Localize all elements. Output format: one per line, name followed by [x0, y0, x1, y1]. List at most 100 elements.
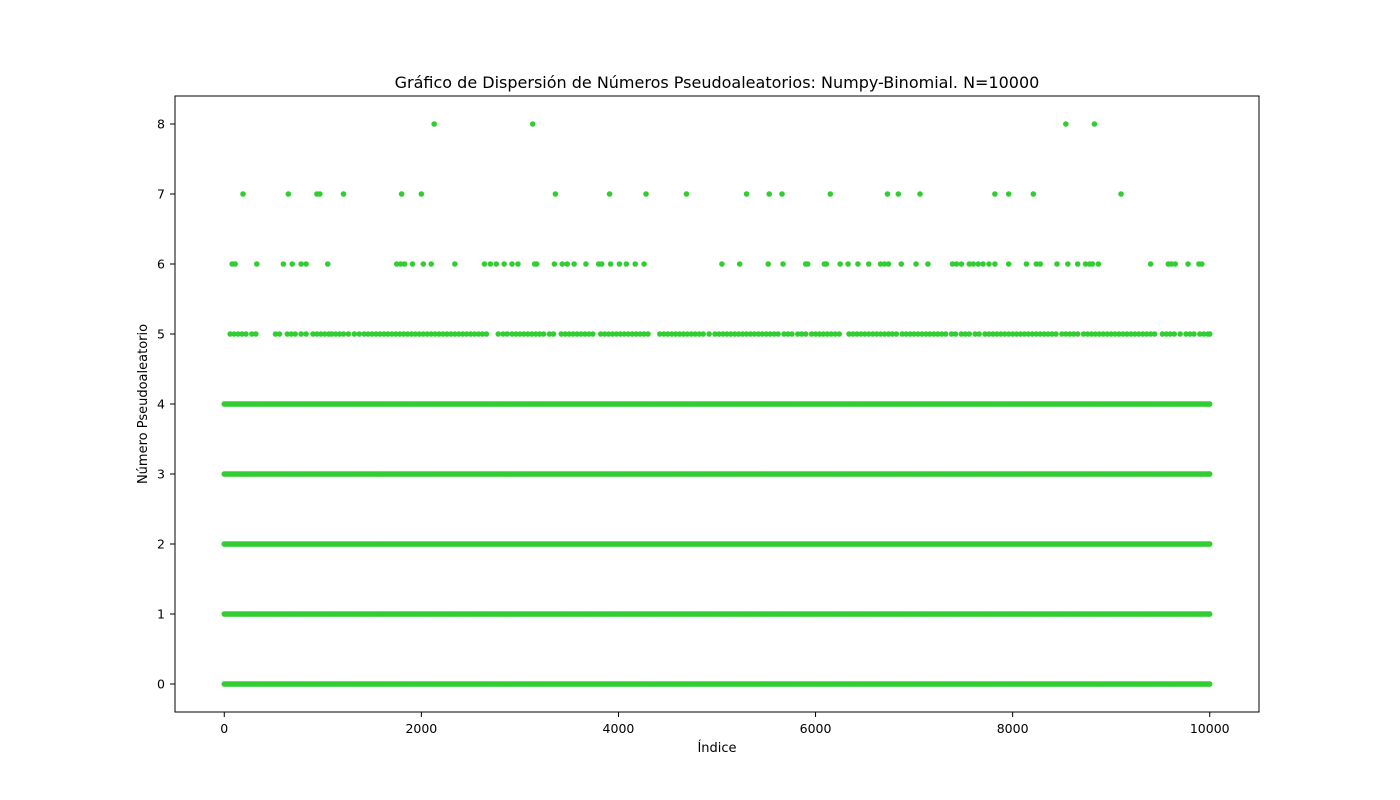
data-point	[1063, 331, 1069, 337]
data-point	[574, 331, 580, 337]
data-point	[625, 331, 632, 337]
data-point	[1128, 331, 1134, 337]
y-tick-label: 5	[157, 327, 165, 342]
data-point	[321, 331, 328, 337]
data-point	[763, 331, 770, 337]
data-point	[919, 331, 925, 337]
data-point	[284, 331, 291, 337]
data-point	[716, 331, 722, 337]
data-point	[1095, 261, 1102, 267]
data-point	[1088, 331, 1095, 337]
data-point	[418, 191, 425, 197]
data-point	[385, 331, 391, 337]
data-point	[1159, 331, 1166, 337]
data-point	[925, 261, 931, 267]
y-tick-label: 8	[157, 117, 165, 132]
data-point	[1206, 611, 1213, 617]
data-point	[232, 261, 238, 267]
data-point	[1197, 331, 1203, 337]
x-tick-label: 6000	[800, 721, 832, 736]
data-point	[824, 331, 831, 337]
data-point	[1096, 331, 1103, 337]
data-point	[780, 261, 786, 267]
data-points	[221, 121, 1213, 687]
data-point	[998, 331, 1004, 337]
data-point	[1037, 331, 1044, 337]
data-point	[601, 331, 608, 337]
data-point	[605, 331, 612, 337]
data-point	[377, 331, 383, 337]
data-point	[1089, 261, 1096, 267]
data-point	[1201, 331, 1207, 337]
data-point	[942, 331, 949, 337]
data-point	[467, 331, 474, 337]
data-point	[1023, 261, 1030, 267]
data-point	[332, 331, 339, 337]
data-point	[645, 331, 651, 337]
data-point	[812, 331, 819, 337]
data-point	[272, 331, 279, 337]
data-point	[571, 261, 577, 267]
data-point	[854, 331, 860, 337]
data-point	[540, 331, 547, 337]
data-point	[952, 331, 959, 337]
data-point	[243, 331, 249, 337]
data-point	[789, 331, 795, 337]
data-point	[289, 261, 296, 267]
data-point	[340, 331, 347, 337]
data-point	[564, 261, 571, 267]
x-axis-ticks: 0 2000 4000 6000 8000 10000	[220, 712, 1230, 736]
data-point	[1065, 261, 1071, 267]
x-tick-label: 8000	[997, 721, 1029, 736]
data-point	[736, 261, 743, 267]
data-point	[509, 261, 515, 267]
data-point	[1005, 191, 1012, 197]
y-tick-label: 6	[157, 257, 165, 272]
data-point	[917, 191, 923, 197]
data-point	[1054, 261, 1060, 267]
data-point	[448, 331, 454, 337]
data-point	[504, 331, 510, 337]
data-point	[1147, 331, 1154, 337]
x-tick-label: 2000	[405, 721, 437, 736]
data-point	[966, 261, 973, 267]
data-point	[828, 331, 835, 337]
data-point	[845, 261, 851, 267]
data-point	[1177, 331, 1183, 337]
data-point	[771, 331, 777, 337]
data-point	[1168, 261, 1175, 267]
data-point	[766, 191, 773, 197]
data-point	[369, 331, 375, 337]
data-point	[509, 331, 515, 337]
data-point	[1033, 261, 1040, 267]
data-point	[1049, 331, 1055, 337]
data-point	[1091, 121, 1098, 127]
data-point	[617, 331, 624, 337]
data-point	[820, 331, 827, 337]
data-point	[239, 331, 245, 337]
data-point	[1013, 331, 1020, 337]
data-point	[743, 331, 750, 337]
chart-title: Gráfico de Dispersión de Números Pseudoa…	[395, 73, 1040, 92]
data-point	[850, 331, 856, 337]
data-point	[340, 191, 347, 197]
data-point	[785, 331, 791, 337]
data-point	[501, 261, 507, 267]
data-point	[1066, 331, 1073, 337]
data-point	[633, 331, 639, 337]
data-point	[440, 331, 446, 337]
data-point	[837, 261, 843, 267]
data-point	[432, 331, 438, 337]
data-point	[408, 331, 415, 337]
data-point	[396, 331, 403, 337]
x-tick-label: 4000	[603, 721, 635, 736]
y-tick-label: 7	[157, 187, 165, 202]
data-point	[550, 331, 557, 337]
data-point	[389, 331, 395, 337]
data-point	[893, 331, 900, 337]
data-point	[899, 331, 906, 337]
data-point	[990, 331, 996, 337]
data-point	[227, 331, 233, 337]
